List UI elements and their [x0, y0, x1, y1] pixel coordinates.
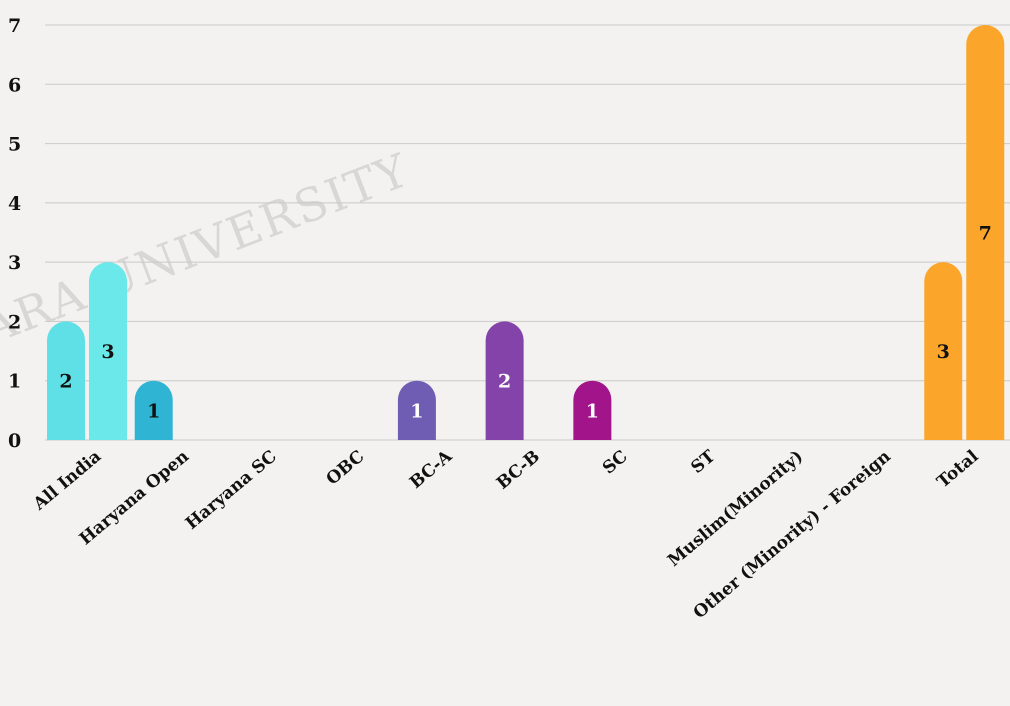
x-tick-label-6: SC [599, 447, 632, 479]
x-tick-label-5: BC-B [493, 447, 544, 494]
y-tick-label-4: 4 [8, 193, 21, 215]
bar-10-1 [966, 25, 1005, 440]
x-tick-label-3: OBC [323, 447, 369, 490]
bar-1-0 [134, 380, 173, 440]
bar-10-0 [924, 262, 963, 440]
bar-0-1 [89, 262, 127, 440]
y-tick-label-3: 3 [8, 252, 21, 274]
gridlines [45, 24, 1010, 441]
y-tick-label-0: 0 [8, 430, 21, 452]
y-tick-label-5: 5 [8, 134, 21, 156]
data-label-0-1: 3 [101, 341, 114, 363]
x-tick-label-4: BC-A [406, 446, 457, 493]
bar-4-0 [397, 380, 436, 440]
y-axis-ticks: 0 1 2 3 4 5 6 7 [8, 15, 21, 452]
bar-5-0 [485, 321, 524, 440]
x-tick-label-10: Total [933, 446, 983, 492]
y-tick-label-1: 1 [8, 371, 21, 393]
data-label-5-0: 2 [498, 371, 511, 393]
x-tick-label-7: ST [687, 446, 719, 478]
data-label-10-1: 7 [979, 223, 992, 245]
x-tick-label-0: All India [29, 447, 105, 515]
bar-6-0 [573, 380, 612, 440]
bar-0-0 [47, 321, 85, 440]
y-tick-label-2: 2 [8, 311, 21, 333]
data-label-10-0: 3 [937, 341, 950, 363]
x-tick-label-2: Haryana SC [182, 447, 281, 534]
y-tick-label-7: 7 [8, 15, 21, 37]
y-tick-label-6: 6 [8, 74, 21, 96]
data-label-0-0: 2 [59, 371, 72, 393]
data-label-6-0: 1 [586, 400, 599, 422]
data-label-1-0: 1 [147, 400, 160, 422]
data-label-4-0: 1 [410, 400, 423, 422]
data-labels: 2 3 1 1 2 1 3 7 [59, 223, 992, 423]
bars [47, 25, 1005, 440]
